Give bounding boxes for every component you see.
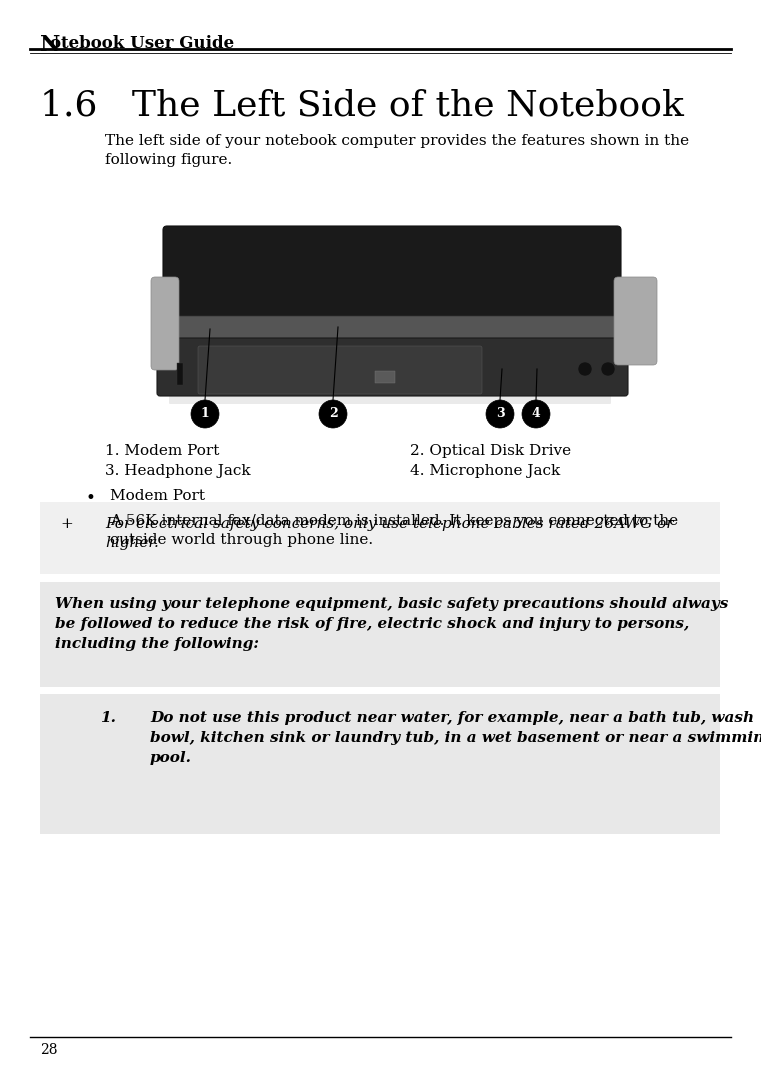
Circle shape	[578, 361, 592, 375]
Text: 1: 1	[201, 408, 209, 421]
Text: 3: 3	[495, 408, 505, 421]
Text: +: +	[60, 517, 73, 531]
Text: 1.: 1.	[100, 711, 116, 725]
Circle shape	[486, 400, 514, 428]
Text: Do not use this product near water, for example, near a bath tub, wash
bowl, kit: Do not use this product near water, for …	[150, 711, 761, 765]
Text: 28: 28	[40, 1043, 58, 1057]
FancyBboxPatch shape	[40, 694, 720, 834]
FancyBboxPatch shape	[161, 316, 622, 349]
Text: For electrical safety concerns, only use telephone cables rated 26AWG or
higher.: For electrical safety concerns, only use…	[105, 517, 673, 550]
Bar	[177, 363, 183, 385]
Text: When using your telephone equipment, basic safety precautions should always
be f: When using your telephone equipment, bas…	[55, 597, 728, 651]
FancyBboxPatch shape	[169, 393, 611, 404]
Circle shape	[522, 400, 550, 428]
FancyBboxPatch shape	[40, 582, 720, 687]
FancyBboxPatch shape	[614, 277, 657, 365]
Text: •: •	[85, 489, 95, 507]
Bar	[375, 371, 395, 383]
FancyBboxPatch shape	[157, 338, 628, 396]
FancyBboxPatch shape	[40, 502, 720, 574]
Text: Modem Port: Modem Port	[110, 489, 205, 503]
Circle shape	[601, 361, 615, 375]
FancyBboxPatch shape	[161, 349, 622, 375]
FancyBboxPatch shape	[151, 277, 179, 370]
Text: 2: 2	[329, 408, 337, 421]
Text: The left side of your notebook computer provides the features shown in the
follo: The left side of your notebook computer …	[105, 134, 689, 167]
Text: N: N	[40, 35, 60, 56]
Text: 2. Optical Disk Drive
4. Microphone Jack: 2. Optical Disk Drive 4. Microphone Jack	[410, 443, 571, 478]
Text: 4: 4	[532, 408, 540, 421]
Text: A 56K internal fax/data modem is installed. It keeps you connected to the
outsid: A 56K internal fax/data modem is install…	[110, 514, 678, 547]
FancyBboxPatch shape	[198, 346, 482, 394]
Text: 1. Modem Port
3. Headphone Jack: 1. Modem Port 3. Headphone Jack	[105, 443, 250, 478]
Text: otebook User Guide: otebook User Guide	[49, 35, 234, 52]
Text: 1.6   The Left Side of the Notebook: 1.6 The Left Side of the Notebook	[40, 88, 684, 123]
Circle shape	[191, 400, 219, 428]
FancyBboxPatch shape	[163, 226, 621, 330]
Circle shape	[319, 400, 347, 428]
